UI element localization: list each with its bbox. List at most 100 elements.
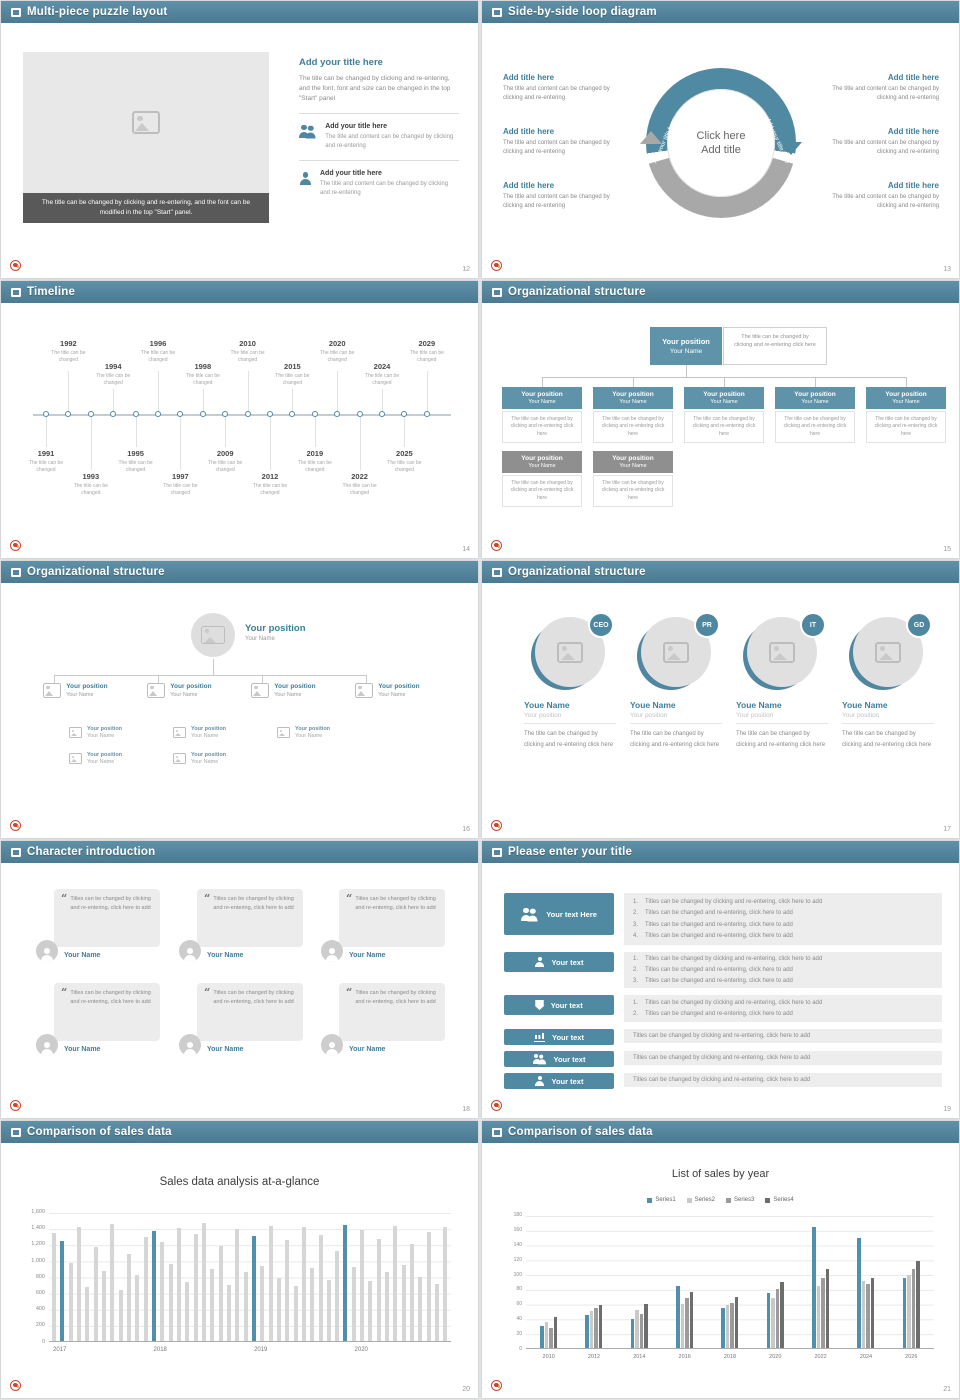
slide-thumbnail-20[interactable]: Comparison of sales data Sales data anal… <box>1 1121 478 1398</box>
slide-thumbnail-15[interactable]: Organizational structure Your position Y… <box>482 281 959 558</box>
timeline-node <box>177 411 184 417</box>
slide-title: Character introduction <box>27 846 156 858</box>
timeline-event: 1993 The title can be changed <box>71 472 111 496</box>
timeline-stem <box>180 417 182 470</box>
quote-text: Titles can be changed by clicking and re… <box>70 990 151 1005</box>
brand-logo-icon <box>10 260 21 271</box>
member-name: Youe Name <box>524 700 570 710</box>
bar <box>351 1267 356 1341</box>
timeline-event: 1996 The title can be changed <box>138 339 178 363</box>
bar <box>426 1232 431 1341</box>
loop-diagram: Add your title here Add your title here … <box>640 68 802 218</box>
bar <box>685 1298 689 1348</box>
timeline-caption: The title can be changed <box>208 460 243 473</box>
timeline-stem <box>270 417 271 470</box>
org-branch: Your position Your Name Your position Yo… <box>147 675 247 765</box>
brand-logo-icon <box>491 1100 502 1111</box>
item-title: Add title here <box>887 127 939 136</box>
image-placeholder-icon <box>557 641 583 663</box>
list-line: 2. Titles can be changed and re-entering,… <box>633 1009 933 1019</box>
y-tick: 160 <box>513 1226 522 1233</box>
x-tick: 2014 <box>633 1354 646 1360</box>
timeline-caption: The title can be changed <box>118 460 153 473</box>
panel-body: The title can be changed by clicking and… <box>299 74 459 115</box>
connector-line <box>158 675 159 683</box>
quote-footer: Your Name <box>179 940 303 962</box>
line-number: 2. <box>633 910 639 917</box>
text-block: Titles can be changed by clicking and re… <box>624 1051 942 1065</box>
org-name: Your Name <box>528 463 556 469</box>
org-position: Your position <box>612 455 654 462</box>
connector-line <box>542 377 543 387</box>
member-badge: CEO <box>588 612 614 638</box>
slide-title: Please enter your title <box>508 846 633 858</box>
text-button: Your text <box>504 1073 614 1089</box>
org-box: Your position Your Name <box>502 387 582 409</box>
bar <box>598 1305 603 1348</box>
slide-thumbnail-18[interactable]: Character introduction “Titles can be ch… <box>1 841 478 1118</box>
person-name: Your Name <box>207 1045 244 1053</box>
org-name: Your Name <box>87 759 115 765</box>
bar <box>276 1277 281 1341</box>
bar <box>780 1282 784 1348</box>
org-note: The title can be changed by clicking and… <box>593 411 673 443</box>
loop-item: Add title here The title and content can… <box>503 127 615 157</box>
y-tick: 1,000 <box>31 1257 45 1264</box>
connector-line <box>906 377 907 387</box>
org-position: Your position <box>295 726 331 732</box>
slide-thumbnail-16[interactable]: Organizational structure Your position Y… <box>1 561 478 838</box>
slide-thumbnail-12[interactable]: Multi-piece puzzle layout The title can … <box>1 1 478 278</box>
quote-text: Titles can be changed by clicking and re… <box>355 990 436 1005</box>
quote-text: Titles can be changed by clicking and re… <box>70 896 151 911</box>
list-line: Titles can be changed by clicking and re… <box>633 1075 933 1085</box>
list-line: 3. Titles can be changed and re-entering,… <box>633 976 933 986</box>
brand-logo-icon <box>491 260 502 271</box>
x-tick: 2018 <box>153 1347 167 1353</box>
timeline-event: 2029 The title can be changed <box>407 339 447 363</box>
slide-thumbnail-19[interactable]: Please enter your title Your text Here 1… <box>482 841 959 1118</box>
line-text: Titles can be changed and re-entering, c… <box>645 921 793 928</box>
quote-footer: Your Name <box>36 1034 160 1056</box>
plot-area <box>49 1213 451 1342</box>
slide-thumbnail-17[interactable]: Organizational structure CEO Youe Name Y… <box>482 561 959 838</box>
org-position: Your position <box>521 391 563 398</box>
y-tick: 80 <box>516 1286 522 1293</box>
bar <box>368 1281 373 1341</box>
y-tick: 1,600 <box>31 1209 45 1215</box>
image-placeholder-icon <box>173 753 186 764</box>
layout-icon <box>492 7 502 17</box>
member-badge: IT <box>800 612 826 638</box>
timeline-caption: The title can be changed <box>163 483 198 496</box>
bar <box>443 1226 448 1341</box>
layout-icon <box>492 287 502 297</box>
person-icon <box>535 957 545 967</box>
org-sub-node: Your position Your Name <box>173 726 247 739</box>
org-position: Your position <box>703 391 745 398</box>
bar <box>589 1311 594 1348</box>
timeline-stem <box>247 371 249 414</box>
timeline-node <box>423 411 430 417</box>
bar <box>135 1274 140 1341</box>
image-placeholder-icon <box>355 683 374 698</box>
avatar <box>36 940 58 962</box>
chart-title: List of sales by year <box>671 1168 770 1180</box>
legend-swatch <box>765 1197 771 1203</box>
slide-thumbnail-13[interactable]: Side-by-side loop diagram Add title here… <box>482 1 959 278</box>
org-column: Your position Your Name The title can be… <box>593 377 673 443</box>
member-text: The title can be changed by clicking and… <box>842 731 932 748</box>
member-text: The title can be changed by clicking and… <box>630 731 720 748</box>
quote-footer: Your Name <box>36 940 160 962</box>
line-text: Titles can be changed by clicking and re… <box>645 999 823 1006</box>
slide-thumbnail-14[interactable]: Timeline 1991 The title can be changed 199… <box>1 281 478 558</box>
bar <box>594 1308 598 1348</box>
timeline-year: 1993 <box>82 472 100 481</box>
bar <box>260 1265 265 1341</box>
org-note: The title can be changed by clicking and… <box>502 475 582 507</box>
org-position: Your position <box>378 683 420 690</box>
page-number: 13 <box>943 266 951 273</box>
image-caption: The title can be changed by clicking and… <box>23 193 269 224</box>
slide-thumbnail-21[interactable]: Comparison of sales data List of sales b… <box>482 1121 959 1398</box>
org-note: The title can be changed by clicking and… <box>593 475 673 507</box>
bar <box>143 1237 148 1341</box>
person-icon <box>535 1076 545 1086</box>
